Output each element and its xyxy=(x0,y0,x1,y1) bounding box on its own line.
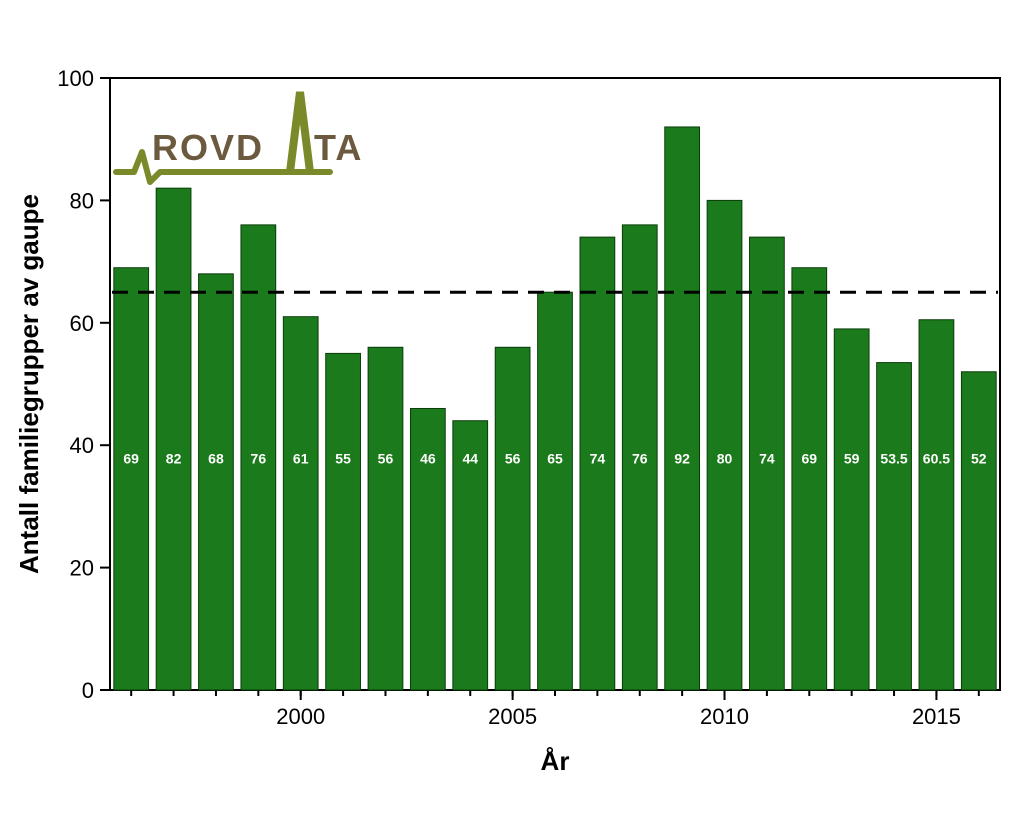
bar xyxy=(792,268,827,690)
bar xyxy=(199,274,234,690)
y-tick-label: 60 xyxy=(70,311,94,336)
bar-value-label: 56 xyxy=(378,451,394,467)
bar-value-label: 65 xyxy=(547,451,563,467)
svg-text:ROVD: ROVD xyxy=(152,127,264,168)
x-tick-label: 2015 xyxy=(912,704,961,729)
bar-value-label: 52 xyxy=(971,451,987,467)
x-tick-label: 2010 xyxy=(700,704,749,729)
y-axis-title: Antall familiegrupper av gaupe xyxy=(14,194,44,574)
x-tick-label: 2005 xyxy=(488,704,537,729)
y-tick-label: 100 xyxy=(57,66,94,91)
x-axis-title: År xyxy=(541,746,570,776)
bar xyxy=(834,329,869,690)
bar-value-label: 74 xyxy=(590,451,606,467)
bar-value-label: 92 xyxy=(674,451,690,467)
chart-svg: 0 20 40 60 80 100 Antall familiegrupper av gau… xyxy=(0,0,1024,817)
y-tick-label: 40 xyxy=(70,433,94,458)
bar-value-label: 53.5 xyxy=(880,451,907,467)
bar-value-label: 46 xyxy=(420,451,436,467)
bar xyxy=(877,363,912,690)
bar-value-label: 80 xyxy=(717,451,733,467)
y-tick-label: 20 xyxy=(70,556,94,581)
bar-value-label: 44 xyxy=(462,451,478,467)
bar-value-label: 69 xyxy=(801,451,817,467)
bar xyxy=(368,347,403,690)
bar xyxy=(919,320,954,690)
bar-value-label: 76 xyxy=(251,451,267,467)
bar xyxy=(283,317,318,690)
bar-value-label: 60.5 xyxy=(923,451,950,467)
bar-value-label: 55 xyxy=(335,451,351,467)
bar xyxy=(665,127,700,690)
bar xyxy=(326,353,361,690)
bar-value-label: 68 xyxy=(208,451,224,467)
bar-chart: 0 20 40 60 80 100 Antall familiegrupper av gau… xyxy=(0,0,1024,817)
bar-value-label: 56 xyxy=(505,451,521,467)
y-tick-label: 0 xyxy=(82,678,94,703)
x-tick-label: 2000 xyxy=(276,704,325,729)
bar xyxy=(961,372,996,690)
y-tick-label: 80 xyxy=(70,188,94,213)
bar-value-label: 76 xyxy=(632,451,648,467)
rovdata-logo: ROVD TA xyxy=(116,92,363,182)
svg-text:TA: TA xyxy=(314,127,363,168)
bar-value-label: 74 xyxy=(759,451,775,467)
bar-value-label: 69 xyxy=(123,451,139,467)
bar xyxy=(114,268,149,690)
bar-value-label: 61 xyxy=(293,451,309,467)
bar xyxy=(495,347,530,690)
bar xyxy=(538,292,573,690)
bar xyxy=(707,200,742,690)
bar-value-label: 59 xyxy=(844,451,860,467)
bar-value-label: 82 xyxy=(166,451,182,467)
bar xyxy=(156,188,191,690)
